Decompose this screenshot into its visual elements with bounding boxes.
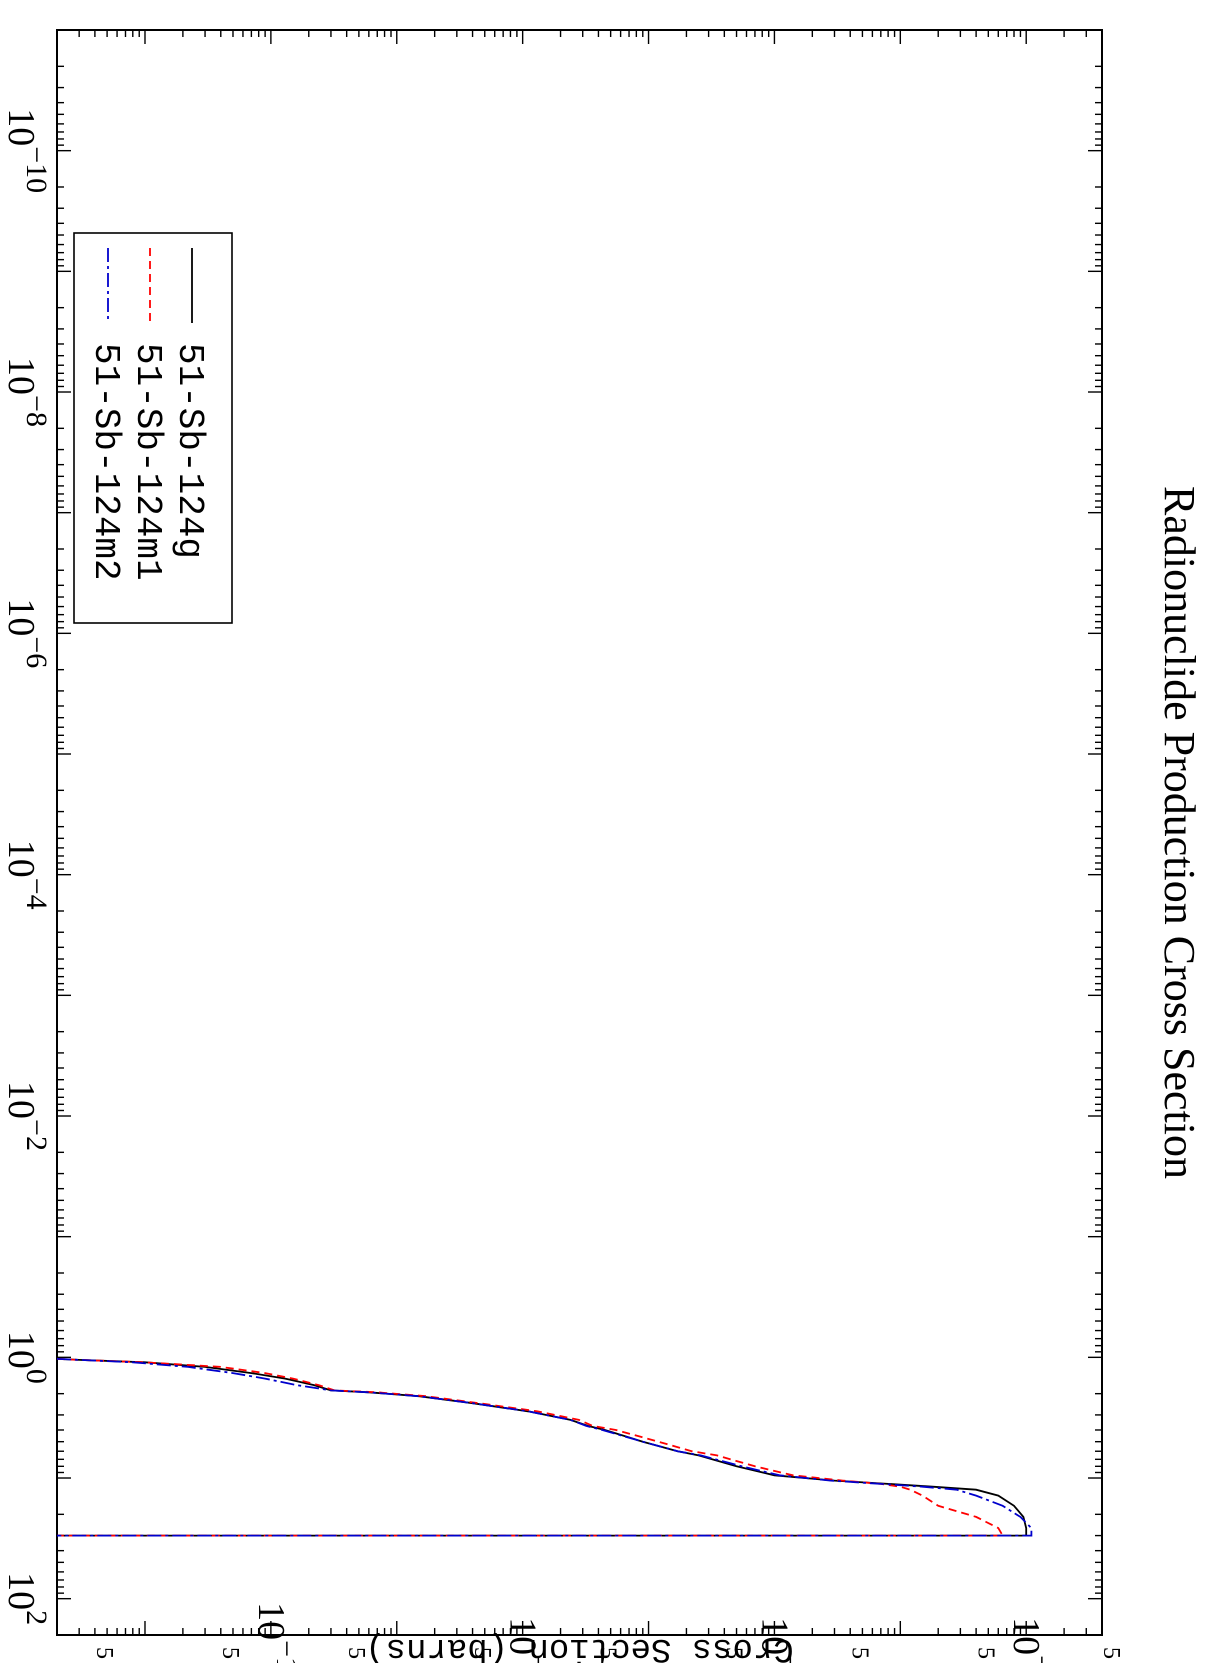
y-minor-tick-label: 5 (846, 1647, 872, 1659)
legend-label: 51-Sb-124m2 (85, 343, 126, 581)
x-tick-label: 100 (0, 1331, 53, 1384)
y-minor-tick-label: 5 (972, 1647, 998, 1659)
series-layer (56, 1358, 1033, 1537)
y-minor-tick-label: 5 (469, 1647, 495, 1659)
y-minor-tick-label: 5 (721, 1647, 747, 1659)
y-tick-label: 10−4 (1005, 1617, 1058, 1663)
series-line-2 (56, 1358, 1005, 1537)
y-minor-tick-label: 5 (91, 1647, 117, 1659)
series-line-3 (56, 1358, 1033, 1537)
x-tick-label: 10−6 (0, 598, 53, 668)
legend-label: 51-Sb-124m1 (127, 343, 168, 581)
x-tick-label: 10−2 (0, 1081, 53, 1151)
y-minor-tick-label: 5 (1098, 1647, 1124, 1659)
series-line-1 (56, 1358, 1028, 1537)
x-tick-label: 10−8 (0, 357, 53, 427)
x-axis: 10−10 10−8 10−6 10−4 10−2 100 102 (0, 29, 1102, 1636)
rotated-plot: 10−10 10−8 10−6 10−4 10−2 100 102 10−4 10−6 10−8… (0, 29, 1204, 1668)
legend-label: 51-Sb-124g (169, 343, 210, 559)
y-axis-label: Cross Section (barns) (365, 1629, 793, 1663)
x-tick-label: 10−10 (0, 108, 53, 193)
y-tick-label: 10−10 (250, 1602, 303, 1663)
legend-box (73, 232, 233, 624)
y-minor-tick-label: 5 (343, 1647, 369, 1659)
plot-frame (56, 29, 1103, 1636)
x-tick-label: 102 (0, 1572, 53, 1625)
y-minor-tick-label: 5 (217, 1647, 243, 1659)
chart-title: Radionuclide Production Cross Section (1155, 486, 1204, 1179)
y-minor-tick-label: 5 (595, 1647, 621, 1659)
x-tick-label: 10−4 (0, 840, 53, 910)
